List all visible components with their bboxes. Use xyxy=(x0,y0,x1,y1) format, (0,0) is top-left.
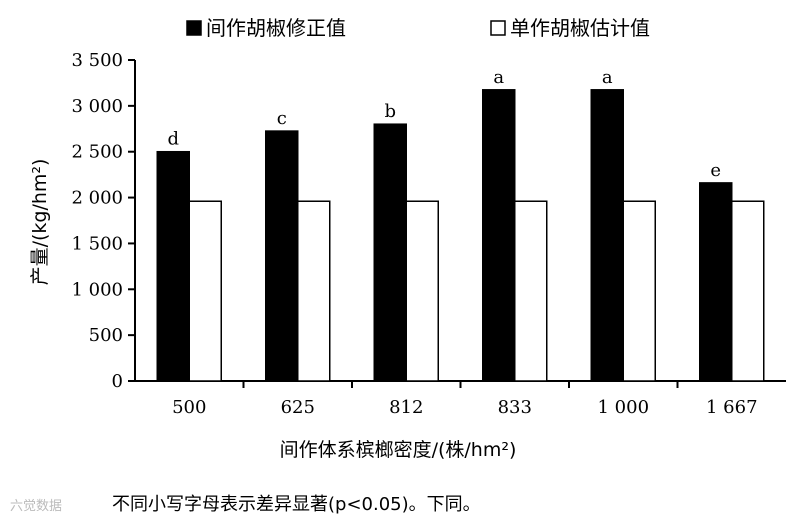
x-tick-label: 1 667 xyxy=(706,397,758,418)
bar-intercrop xyxy=(156,150,190,382)
significance-letter: a xyxy=(602,67,613,88)
y-ticks: 0 500 1 000 1 500 2 000 2 500 3 000 3 500 xyxy=(71,50,135,392)
y-tick-label: 3 500 xyxy=(71,50,123,71)
y-axis-title: 产量/(kg/hm²) xyxy=(29,159,51,286)
bar-intercrop xyxy=(699,182,733,382)
bars: d c b a a e xyxy=(156,67,765,382)
bar-intercrop xyxy=(265,130,299,382)
legend-label-monocrop: 单作胡椒估计值 xyxy=(510,16,650,40)
legend-swatch-intercrop xyxy=(186,20,202,36)
y-tick-label: 500 xyxy=(89,325,123,346)
x-tick-label: 625 xyxy=(281,397,315,418)
bar-intercrop xyxy=(590,89,624,382)
bar-intercrop xyxy=(373,123,407,382)
y-tick-label: 2 500 xyxy=(71,142,123,163)
significance-note: 不同小写字母表示差异显著(p<0.05)。下同。 xyxy=(112,494,481,515)
y-tick-label: 3 000 xyxy=(71,96,123,117)
bar-monocrop xyxy=(188,200,222,382)
x-tick-label: 1 000 xyxy=(597,397,649,418)
bar-monocrop xyxy=(297,200,331,382)
legend: 间作胡椒修正值 单作胡椒估计值 xyxy=(186,16,650,40)
bar-monocrop xyxy=(514,200,548,382)
significance-letter: a xyxy=(493,67,504,88)
bar-intercrop xyxy=(482,89,516,382)
y-tick-label: 2 000 xyxy=(71,188,123,209)
bar-monocrop xyxy=(731,200,765,382)
significance-letter: e xyxy=(710,160,721,181)
y-tick-label: 0 xyxy=(112,371,123,392)
x-tick-label: 833 xyxy=(498,397,532,418)
x-ticks: 500 625 812 833 1 000 1 667 xyxy=(172,381,758,418)
x-axis-title: 间作体系槟榔密度/(株/hm²) xyxy=(280,439,517,461)
significance-letter: c xyxy=(277,108,287,129)
significance-letter: b xyxy=(384,101,396,122)
y-tick-label: 1 500 xyxy=(71,233,123,254)
watermark: 六觉数据 xyxy=(10,499,62,514)
legend-swatch-monocrop xyxy=(490,20,506,36)
legend-label-intercrop: 间作胡椒修正值 xyxy=(206,16,346,40)
x-tick-label: 812 xyxy=(389,397,423,418)
bar-monocrop xyxy=(622,200,656,382)
y-tick-label: 1 000 xyxy=(71,279,123,300)
bar-monocrop xyxy=(405,200,439,382)
significance-letter: d xyxy=(167,129,179,150)
x-tick-label: 500 xyxy=(172,397,206,418)
